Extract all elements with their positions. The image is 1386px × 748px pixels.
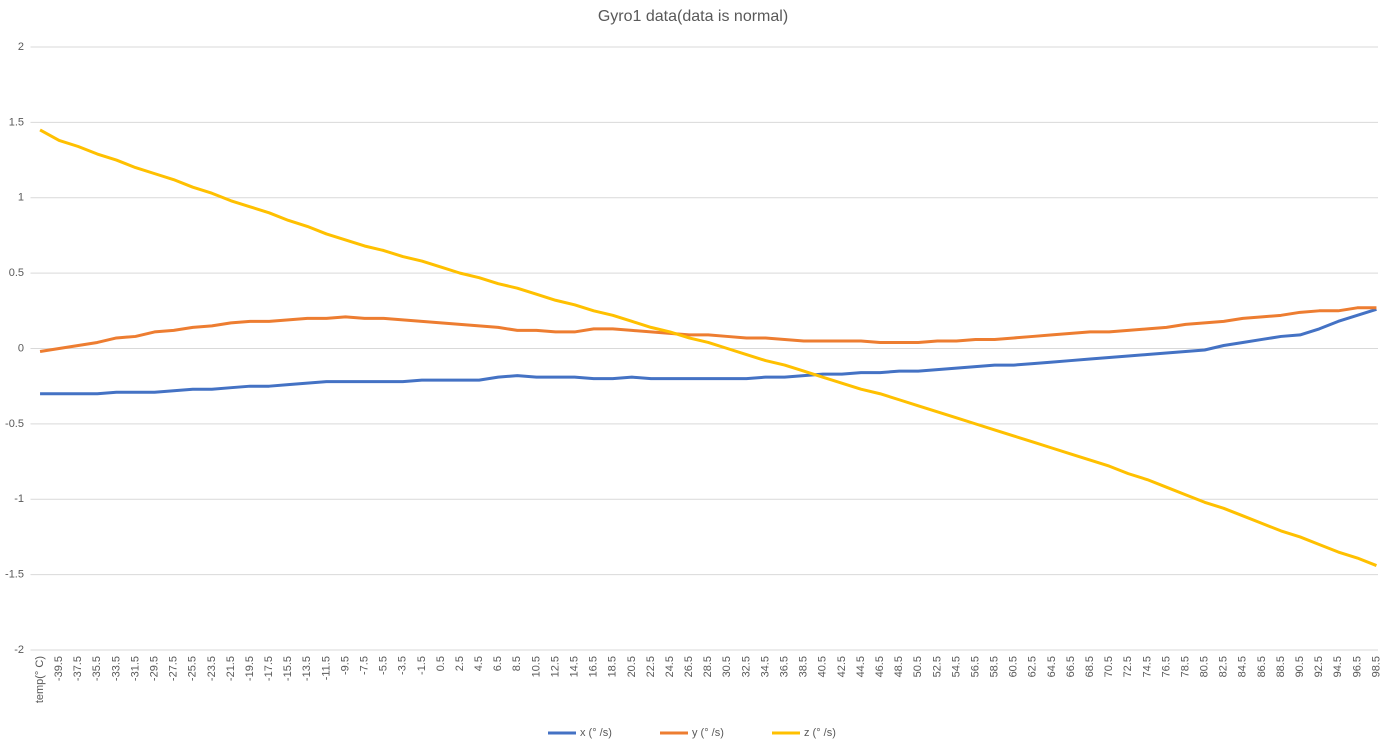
x-tick-label: 16.5 xyxy=(588,656,600,677)
x-tick-label: -15.5 xyxy=(282,656,294,681)
x-tick-label: 60.5 xyxy=(1008,656,1020,677)
x-tick-label: 54.5 xyxy=(950,656,962,677)
x-tick-label: 28.5 xyxy=(702,656,714,677)
x-tick-label: -9.5 xyxy=(339,656,351,675)
y-tick-label: 1 xyxy=(18,192,24,204)
y-tick-label: -2 xyxy=(14,644,24,656)
x-tick-label: -19.5 xyxy=(244,656,256,681)
x-tick-label: 18.5 xyxy=(607,656,619,677)
x-tick-label: 40.5 xyxy=(817,656,829,677)
x-tick-label: 4.5 xyxy=(473,656,485,671)
x-tick-label: -27.5 xyxy=(168,656,180,681)
x-tick-label: 98.5 xyxy=(1370,656,1382,677)
x-tick-label: 10.5 xyxy=(530,656,542,677)
x-tick-label: 62.5 xyxy=(1027,656,1039,677)
legend-label: z (° /s) xyxy=(804,727,836,739)
x-tick-label: 34.5 xyxy=(759,656,771,677)
x-tick-label: 68.5 xyxy=(1084,656,1096,677)
x-tick-label: -11.5 xyxy=(320,656,332,680)
x-tick-label: 80.5 xyxy=(1199,656,1211,677)
x-tick-label: -33.5 xyxy=(110,656,122,681)
x-tick-label: 78.5 xyxy=(1179,656,1191,677)
x-tick-label: 50.5 xyxy=(912,656,924,677)
x-tick-label: 22.5 xyxy=(645,656,657,677)
x-tick-label: -39.5 xyxy=(53,656,65,681)
y-tick-label: -0.5 xyxy=(5,418,24,430)
x-tick-label: 70.5 xyxy=(1103,656,1115,677)
x-tick-label: 84.5 xyxy=(1237,656,1249,677)
x-tick-label: 44.5 xyxy=(855,656,867,677)
x-tick-label: -7.5 xyxy=(359,656,371,675)
x-tick-label: temp(° C) xyxy=(34,656,46,703)
x-tick-label: 46.5 xyxy=(874,656,886,677)
x-tick-label: 90.5 xyxy=(1294,656,1306,677)
y-tick-label: 0.5 xyxy=(9,267,24,279)
x-tick-label: 38.5 xyxy=(798,656,810,677)
x-tick-label: 56.5 xyxy=(969,656,981,677)
y-tick-label: 0 xyxy=(18,342,24,354)
x-tick-label: 76.5 xyxy=(1160,656,1172,677)
legend-label: x (° /s) xyxy=(580,727,612,739)
x-tick-label: 36.5 xyxy=(779,656,791,677)
x-tick-label: 14.5 xyxy=(569,656,581,677)
x-tick-label: -1.5 xyxy=(416,656,428,675)
x-tick-label: 2.5 xyxy=(454,656,466,671)
x-tick-label: -21.5 xyxy=(225,656,237,681)
series-line xyxy=(39,128,1378,567)
x-tick-label: 6.5 xyxy=(492,656,504,671)
x-tick-label: -23.5 xyxy=(206,656,218,681)
x-tick-label: 24.5 xyxy=(664,656,676,677)
x-tick-label: -31.5 xyxy=(129,656,141,681)
x-tick-label: 48.5 xyxy=(893,656,905,677)
x-tick-label: -5.5 xyxy=(378,656,390,675)
y-tick-label: 1.5 xyxy=(9,116,24,128)
x-tick-label: 88.5 xyxy=(1275,656,1287,677)
y-tick-label: -1.5 xyxy=(5,569,24,581)
x-tick-label: 96.5 xyxy=(1351,656,1363,677)
y-tick-label: -1 xyxy=(14,493,24,505)
x-tick-label: -17.5 xyxy=(263,656,275,681)
x-tick-label: 72.5 xyxy=(1122,656,1134,677)
x-tick-label: 86.5 xyxy=(1256,656,1268,677)
x-tick-label: -29.5 xyxy=(149,656,161,681)
y-tick-label: 2 xyxy=(18,41,24,53)
x-tick-label: 66.5 xyxy=(1065,656,1077,677)
x-tick-label: 26.5 xyxy=(683,656,695,677)
x-tick-label: 12.5 xyxy=(549,656,561,677)
x-tick-label: 64.5 xyxy=(1046,656,1058,677)
x-tick-label: 20.5 xyxy=(626,656,638,677)
x-tick-label: -25.5 xyxy=(187,656,199,681)
x-tick-label: 94.5 xyxy=(1332,656,1344,677)
x-tick-label: 8.5 xyxy=(511,656,523,671)
x-tick-label: -37.5 xyxy=(72,656,84,681)
x-tick-label: 58.5 xyxy=(989,656,1001,677)
x-tick-label: 92.5 xyxy=(1313,656,1325,677)
x-tick-label: 42.5 xyxy=(836,656,848,677)
x-tick-label: 32.5 xyxy=(740,656,752,677)
series-line xyxy=(39,306,1377,353)
x-tick-label: 0.5 xyxy=(435,656,447,671)
legend-label: y (° /s) xyxy=(692,727,724,739)
x-tick-label: 52.5 xyxy=(931,656,943,677)
x-tick-label: 74.5 xyxy=(1141,656,1153,677)
chart-title: Gyro1 data(data is normal) xyxy=(598,8,788,25)
x-tick-label: 30.5 xyxy=(721,656,733,677)
x-tick-label: -13.5 xyxy=(301,656,313,681)
series-line xyxy=(40,307,1377,396)
x-tick-label: -35.5 xyxy=(91,656,103,681)
x-tick-label: -3.5 xyxy=(397,656,409,675)
x-tick-label: 82.5 xyxy=(1218,656,1230,677)
